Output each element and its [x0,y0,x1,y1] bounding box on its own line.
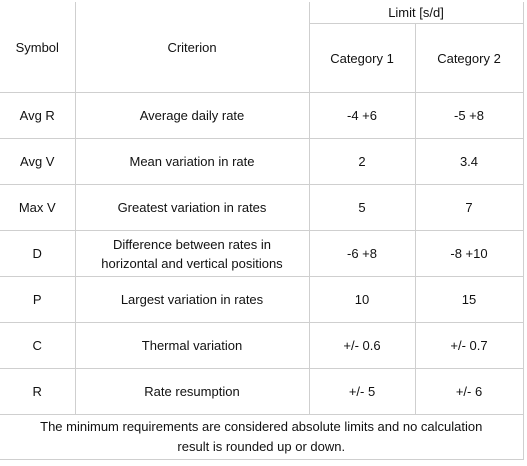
criterion-cell: Average daily rate [74,92,310,139]
table-row: C Thermal variation +/- 0.6 +/- 0.7 [0,322,524,369]
symbol-cell: Avg R [0,92,76,139]
criterion-cell: Greatest variation in rates [74,184,310,231]
symbol-cell: C [0,322,76,369]
criterion-line-1: Difference between rates in [112,236,272,252]
category-1-cell: 2 [308,138,416,185]
category-2-cell: -8 +10 [414,230,524,277]
footnote: The minimum requirements are considered … [0,414,524,460]
footnote-line-1: The minimum requirements are considered … [40,419,483,434]
requirements-table: Symbol Criterion Limit [s/d] Category 1 … [0,2,524,460]
criterion-cell: Difference between rates in horizontal a… [74,230,310,277]
header-row-top: Symbol Criterion Limit [s/d] [0,2,524,93]
symbol-cell: D [0,230,76,277]
category-1-cell: 5 [308,184,416,231]
symbol-cell: R [0,368,76,415]
table-row: Avg V Mean variation in rate 2 3.4 [0,138,524,185]
limit-header: Limit [s/d] [308,2,524,24]
footnote-line-2: result is rounded up or down. [177,439,346,454]
criterion-line-2: horizontal and vertical positions [101,255,283,271]
category-1-cell: -6 +8 [308,230,416,277]
criterion-cell: Largest variation in rates [74,276,310,323]
category-1-cell: +/- 0.6 [308,322,416,369]
criterion-cell: Mean variation in rate [74,138,310,185]
symbol-header: Symbol [0,2,76,93]
table-row: Avg R Average daily rate -4 +6 -5 +8 [0,92,524,139]
category-1-header: Category 1 [308,23,416,93]
category-2-cell: 7 [414,184,524,231]
symbol-cell: P [0,276,76,323]
criterion-header: Criterion [74,2,310,93]
table-row: P Largest variation in rates 10 15 [0,276,524,323]
criterion-cell: Thermal variation [74,322,310,369]
symbol-cell: Max V [0,184,76,231]
category-2-cell: 3.4 [414,138,524,185]
footnote-row: The minimum requirements are considered … [0,414,524,460]
category-1-cell: -4 +6 [308,92,416,139]
category-2-header: Category 2 [414,23,524,93]
table-row: R Rate resumption +/- 5 +/- 6 [0,368,524,415]
symbol-cell: Avg V [0,138,76,185]
category-2-cell: -5 +8 [414,92,524,139]
category-1-cell: 10 [308,276,416,323]
table-row: Max V Greatest variation in rates 5 7 [0,184,524,231]
category-2-cell: +/- 0.7 [414,322,524,369]
category-1-cell: +/- 5 [308,368,416,415]
category-2-cell: +/- 6 [414,368,524,415]
table-row: D Difference between rates in horizontal… [0,230,524,277]
criterion-cell: Rate resumption [74,368,310,415]
header-row-categories: Category 1 Category 2 [0,23,524,93]
category-2-cell: 15 [414,276,524,323]
